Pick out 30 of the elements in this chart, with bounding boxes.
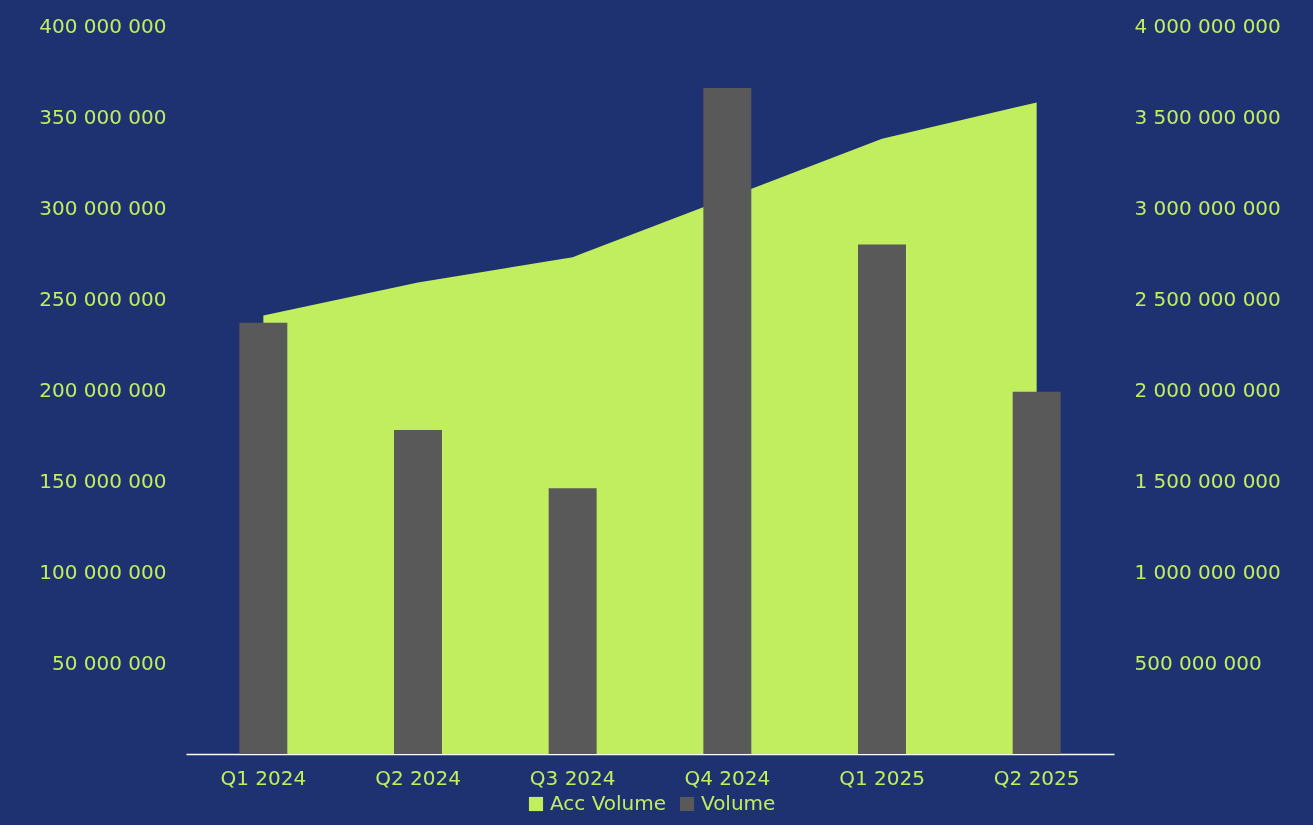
bar (703, 87, 752, 754)
y2-tick-label: 1 000 000 000 (1134, 559, 1281, 584)
x-tick-label: Q2 2025 (993, 765, 1080, 790)
y-tick-label: 250 000 000 (39, 286, 167, 311)
bar (858, 244, 906, 754)
y-tick-label: 50 000 000 (51, 650, 167, 675)
legend-label: Volume (701, 791, 776, 815)
y2-tick-label: 500 000 000 (1134, 650, 1262, 675)
y-tick-label: 350 000 000 (39, 104, 167, 129)
x-tick-label: Q4 2024 (684, 765, 771, 790)
y-tick-label: 200 000 000 (39, 377, 167, 402)
y2-tick-label: 2 500 000 000 (1134, 286, 1281, 311)
y-tick-label: 300 000 000 (39, 195, 167, 220)
legend-label: Acc Volume (550, 791, 667, 815)
y2-tick-label: 3 000 000 000 (1134, 195, 1281, 220)
y-tick-label: 400 000 000 (39, 13, 167, 38)
y-tick-label: 150 000 000 (39, 468, 167, 493)
y2-tick-label: 1 500 000 000 (1134, 468, 1281, 493)
x-tick-label: Q1 2024 (220, 765, 307, 790)
bar (548, 488, 597, 754)
bar (239, 322, 288, 754)
bar (1012, 391, 1061, 754)
y2-tick-label: 3 500 000 000 (1134, 104, 1281, 129)
y2-tick-label: 2 000 000 000 (1134, 377, 1281, 402)
x-tick-label: Q3 2024 (529, 765, 616, 790)
x-tick-label: Q2 2024 (375, 765, 461, 790)
bar (394, 430, 442, 754)
y2-tick-label: 4 000 000 000 (1134, 13, 1281, 38)
y-tick-label: 100 000 000 (39, 559, 167, 584)
x-tick-label: Q1 2025 (839, 765, 925, 790)
